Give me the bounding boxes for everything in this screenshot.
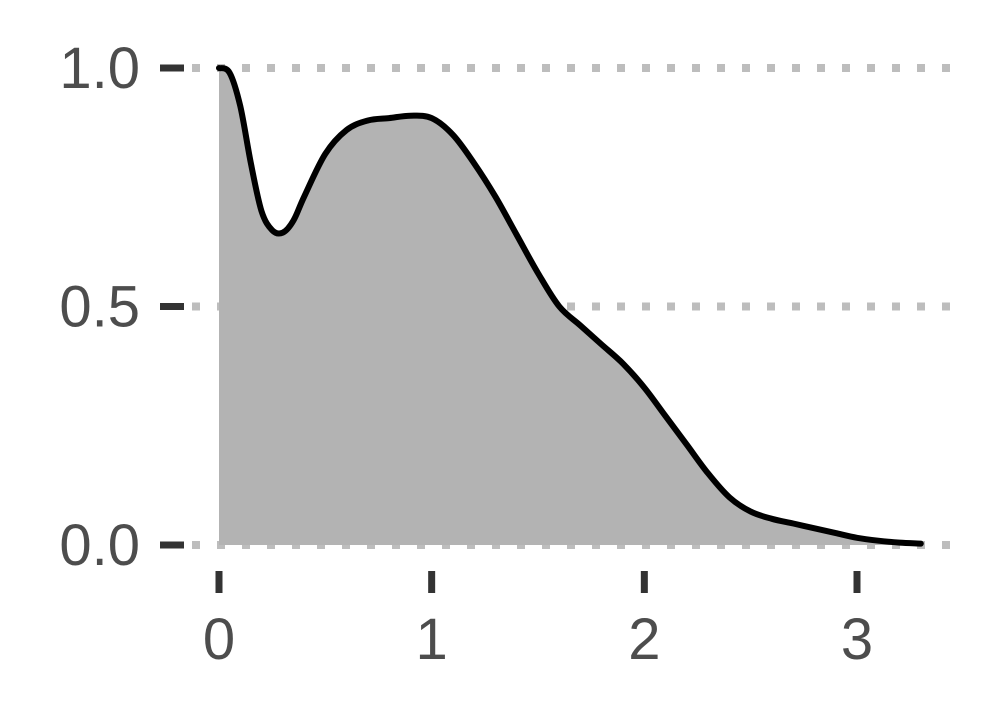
x-tick-label-0: 0 [203,607,235,672]
x-axis: 0 1 2 3 [203,571,873,672]
line-layer [216,65,924,547]
y-tick-label-2: 1.0 [59,36,140,101]
y-tick-label-0: 0.0 [59,513,140,578]
density-area [219,68,921,545]
x-tick-label-2: 2 [628,607,660,672]
x-tick-label-3: 3 [841,607,873,672]
density-line [216,65,924,547]
y-axis: 0.0 0.5 1.0 [59,36,184,578]
area-layer [219,68,921,545]
x-tick-label-1: 1 [416,607,448,672]
y-tick-label-1: 0.5 [59,275,140,340]
